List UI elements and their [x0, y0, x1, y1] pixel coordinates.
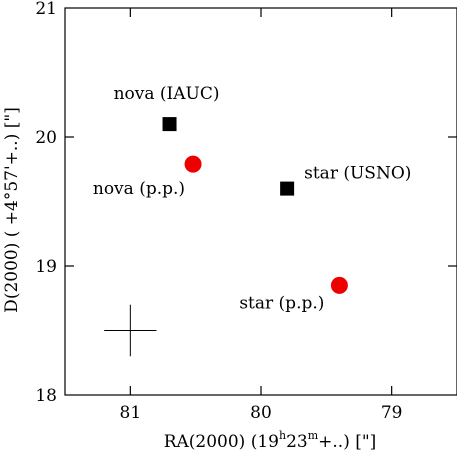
y-tick-label: 20 [35, 128, 57, 148]
tick-labels: 81 80 79 18 19 20 21 [35, 0, 402, 423]
axis-ticks [65, 8, 457, 395]
point-labels: nova (IAUC) nova (p.p.) star (USNO) star (p… [93, 84, 412, 313]
x-tick-label: 81 [120, 403, 142, 423]
y-tick-label: 18 [35, 386, 57, 406]
point-label: nova (IAUC) [114, 84, 220, 104]
y-tick-label: 19 [35, 257, 57, 277]
x-tick-label: 80 [250, 403, 272, 423]
data-markers [162, 117, 348, 294]
square-marker [162, 117, 177, 132]
circle-marker [184, 155, 202, 173]
y-tick-label: 21 [35, 0, 57, 19]
circle-marker [330, 276, 348, 294]
point-label: star (p.p.) [239, 293, 324, 313]
y-axis-label: D(2000) ( +4°57'+..) ["] [2, 107, 22, 313]
point-label: star (USNO) [304, 164, 411, 184]
x-axis-label: RA(2000) (19h23m+..) ["] [164, 429, 377, 452]
point-label: nova (p.p.) [93, 179, 185, 199]
square-marker [280, 181, 295, 196]
error-cross [104, 304, 157, 357]
plot-frame [64, 7, 457, 396]
x-tick-label: 79 [381, 403, 403, 423]
